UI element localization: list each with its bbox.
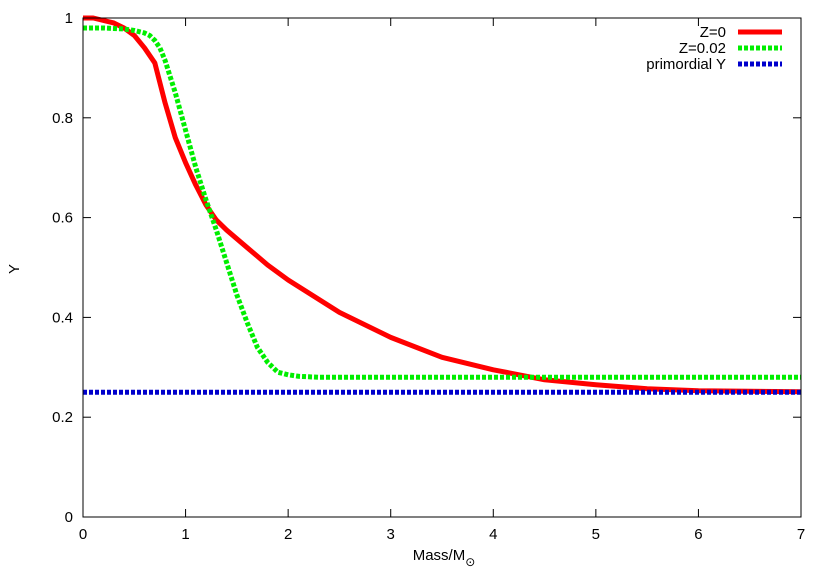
y-tick-label: 0.4 xyxy=(52,309,73,326)
legend-label: Z=0.02 xyxy=(679,40,726,57)
x-tick-label: 1 xyxy=(181,526,189,543)
legend-label: primordial Y xyxy=(646,56,726,73)
plot-frame xyxy=(82,17,802,518)
series-line xyxy=(83,25,801,380)
x-tick-label: 5 xyxy=(592,526,600,543)
x-tick-label: 6 xyxy=(694,526,702,543)
y-tick-label: 0 xyxy=(65,509,73,526)
sun-symbol-subscript: ⊙ xyxy=(465,555,475,569)
x-tick-label: 7 xyxy=(797,526,805,543)
y-tick-label: 0.8 xyxy=(52,110,73,127)
x-tick-label: 2 xyxy=(284,526,292,543)
x-axis-label-main: Mass/M xyxy=(413,547,466,564)
legend-label: Z=0 xyxy=(700,24,726,41)
series-line xyxy=(83,15,802,395)
axis-ticks: 0 1 2 3 4 5 6 7 0 0.2 0.4 0.6 0.8 1 xyxy=(52,10,805,543)
y-tick-label: 0.6 xyxy=(52,210,73,227)
plot-area xyxy=(83,15,802,395)
y-axis-label: Y xyxy=(6,264,23,274)
x-tick-label: 4 xyxy=(489,526,497,543)
y-tick-label: 0.2 xyxy=(52,409,73,426)
y-tick-label: 1 xyxy=(65,10,73,27)
x-tick-label: 0 xyxy=(79,526,87,543)
x-axis-label: Mass/M⊙ xyxy=(413,547,476,569)
x-tick-label: 3 xyxy=(387,526,395,543)
